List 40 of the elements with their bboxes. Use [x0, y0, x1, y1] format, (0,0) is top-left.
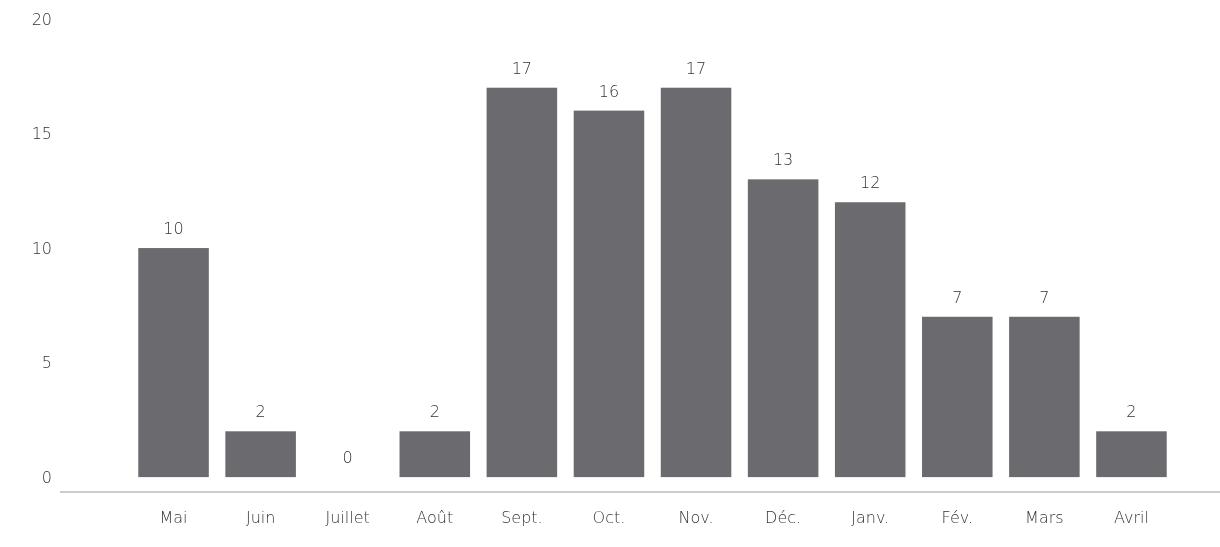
- x-tick-label: Fév.: [941, 508, 974, 528]
- bar: [1009, 316, 1080, 478]
- data-label: 10: [163, 219, 184, 239]
- data-label: 7: [952, 287, 963, 307]
- x-tick-label: Déc.: [765, 508, 802, 528]
- x-tick-label: Juillet: [325, 508, 370, 528]
- bar: [486, 87, 558, 478]
- y-tick-label: 15: [31, 124, 52, 144]
- data-label: 17: [685, 58, 707, 78]
- data-label: 2: [429, 402, 440, 422]
- x-tick-label: Nov.: [678, 508, 714, 528]
- y-tick-label: 10: [31, 238, 52, 258]
- data-label: 12: [860, 173, 881, 193]
- x-tick-label: Avril: [1113, 508, 1149, 528]
- x-tick-label: Mars: [1025, 508, 1064, 528]
- bar: [573, 110, 645, 478]
- x-tick-label: Sept.: [501, 508, 543, 528]
- y-tick-label: 5: [41, 353, 52, 373]
- y-tick-label: 20: [31, 9, 52, 29]
- data-label: 2: [255, 402, 266, 422]
- data-label: 7: [1039, 287, 1050, 307]
- data-label: 13: [772, 150, 794, 170]
- bar: [834, 202, 906, 478]
- data-label: 2: [1126, 402, 1137, 422]
- bar: [225, 431, 296, 478]
- data-label: 16: [598, 81, 620, 101]
- bar: [399, 431, 471, 478]
- bar: [138, 248, 209, 478]
- x-tick-label: Août: [416, 508, 454, 528]
- data-label: 17: [511, 58, 533, 78]
- x-tick-label: Oct.: [592, 508, 626, 528]
- y-tick-label: 0: [41, 467, 52, 487]
- x-tick-label: Juin: [245, 508, 276, 528]
- bar: [747, 179, 819, 478]
- bar: [922, 316, 993, 478]
- data-label: 0: [342, 448, 353, 468]
- bar: [660, 87, 732, 478]
- x-tick-label: Mai: [159, 508, 188, 528]
- bar: [1096, 431, 1167, 478]
- x-tick-label: Janv.: [851, 508, 890, 528]
